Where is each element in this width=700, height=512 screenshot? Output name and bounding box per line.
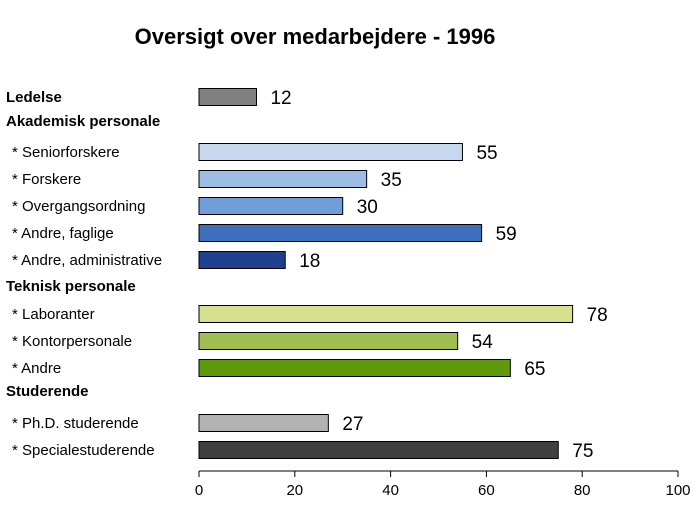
bar (198, 441, 559, 459)
category-label: * Specialestuderende (12, 442, 155, 459)
x-tick-label: 40 (382, 482, 399, 499)
x-tick-label: 80 (574, 482, 591, 499)
data-label: 12 (270, 88, 291, 109)
category-label: * Andre (12, 360, 61, 377)
data-label: 18 (299, 251, 320, 272)
category-label: * Kontorpersonale (12, 333, 132, 350)
data-label: 59 (496, 224, 517, 245)
bar (198, 197, 344, 215)
data-label: 78 (587, 305, 608, 326)
chart-title: Oversigt over medarbejdere - 1996 (134, 24, 496, 49)
category-label: * Ph.D. studerende (12, 415, 139, 432)
bar (198, 305, 574, 323)
x-tick-label: 60 (478, 482, 495, 499)
data-label: 75 (572, 441, 593, 462)
group-label: Teknisk personale (6, 278, 136, 295)
data-label: 30 (357, 197, 378, 218)
category-label: * Laboranter (12, 306, 95, 323)
category-label: * Andre, faglige (12, 225, 114, 242)
category-label: * Overgangsordning (12, 198, 145, 215)
data-label: 54 (472, 332, 494, 353)
category-label: Ledelse (6, 89, 62, 106)
data-label: 65 (524, 359, 545, 380)
category-label: * Andre, administrative (12, 252, 162, 269)
bar (198, 224, 483, 242)
category-label: * Seniorforskere (12, 144, 120, 161)
category-label: * Forskere (12, 171, 81, 188)
bar (198, 170, 368, 188)
bar (198, 414, 329, 432)
data-label: 35 (381, 170, 402, 191)
bar (198, 88, 257, 106)
data-label: 55 (476, 143, 497, 164)
bar (198, 143, 463, 161)
bar (198, 359, 511, 377)
data-label: 27 (342, 414, 363, 435)
bar (198, 251, 286, 269)
group-label: Akademisk personale (6, 113, 160, 130)
group-label: Studerende (6, 383, 89, 400)
x-tick-label: 100 (665, 482, 690, 499)
bar (198, 332, 459, 350)
x-tick-label: 20 (286, 482, 303, 499)
x-tick-label: 0 (195, 482, 203, 499)
